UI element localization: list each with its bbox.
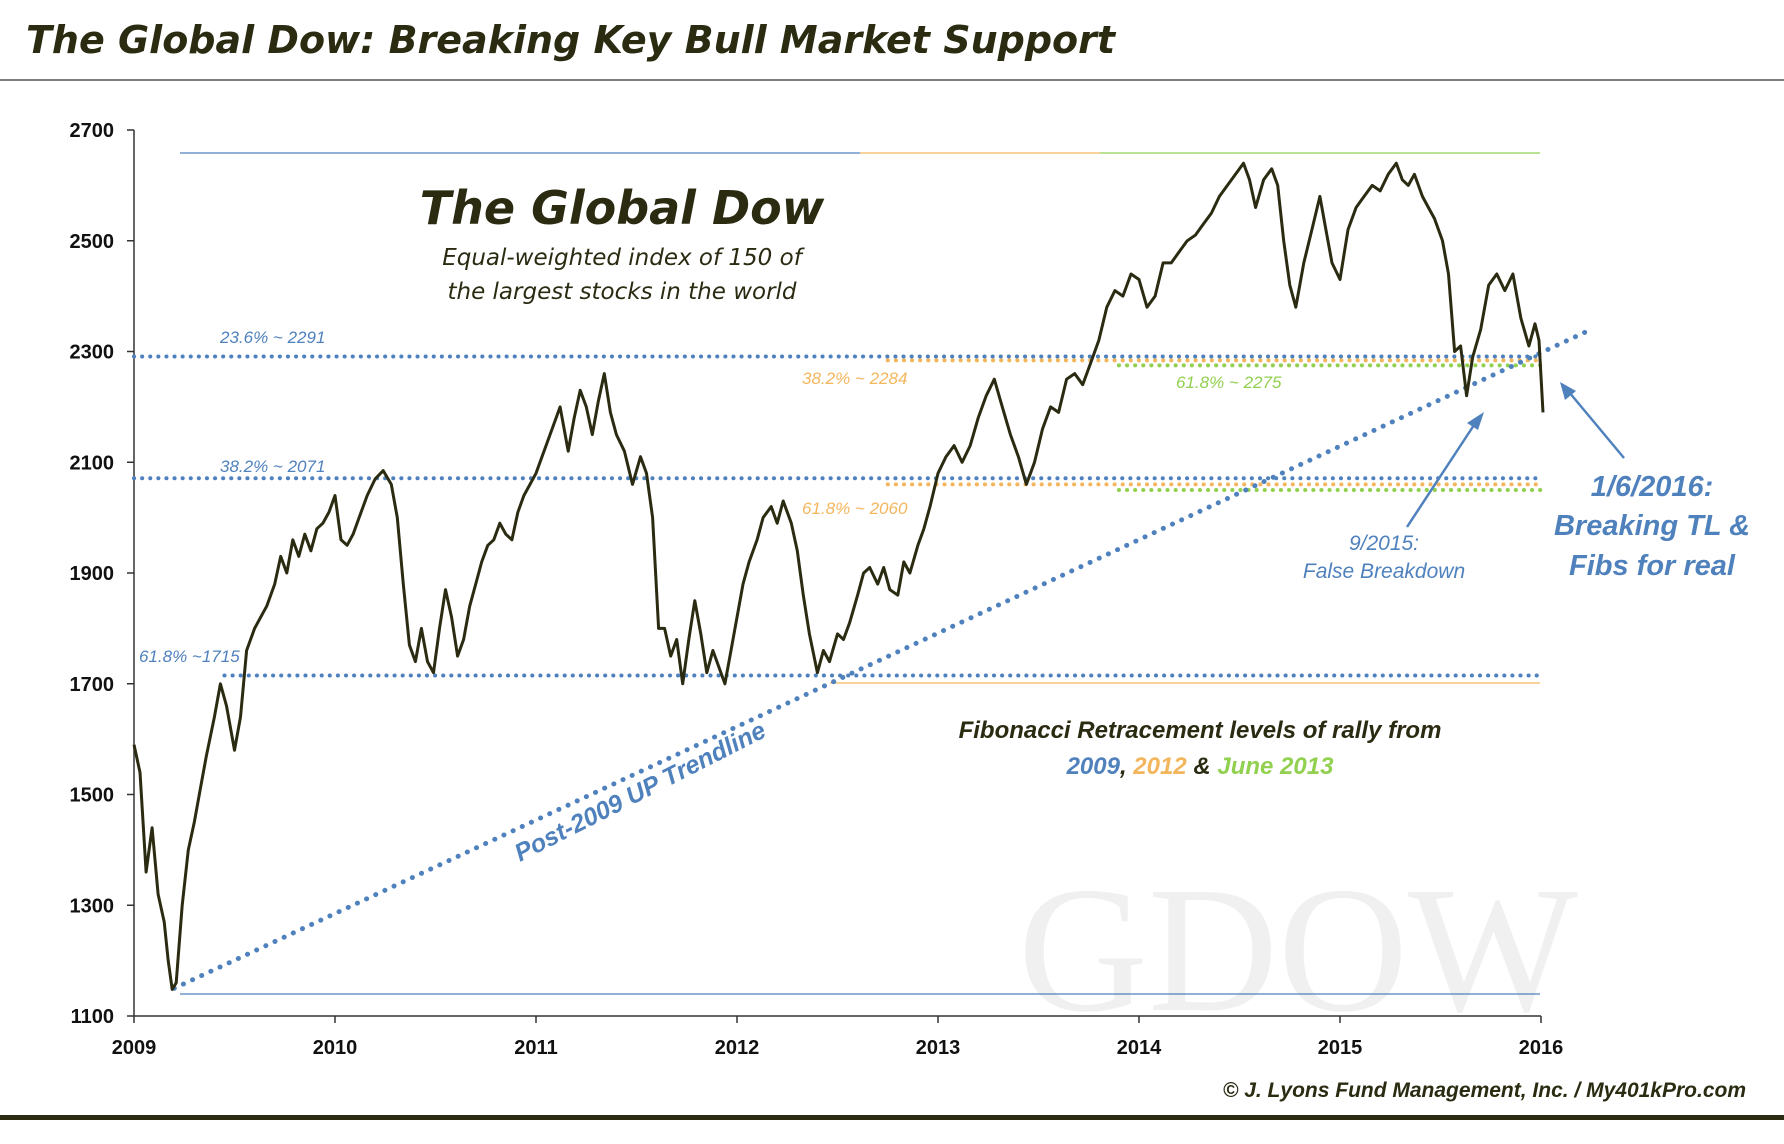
fib-label-2009-382: 38.2% ~ 2071 [220, 457, 325, 476]
page-title: The Global Dow: Breaking Key Bull Market… [26, 18, 1117, 62]
x-tick-label: 2010 [313, 1037, 358, 1059]
fib-caption-2012: 2012 [1132, 753, 1187, 780]
y-tick-label: 1100 [71, 1006, 114, 1028]
trendline-label: Post-2009 UP Trendline [510, 716, 770, 867]
post-2009-trendline [171, 326, 1594, 991]
fib-label-2009-236: 23.6% ~ 2291 [219, 328, 325, 347]
x-tick-label: 2016 [1519, 1037, 1564, 1059]
y-tick-label: 2100 [70, 452, 115, 474]
inset-title: The Global Dow [420, 181, 825, 235]
fib-caption-2013: June 2013 [1217, 753, 1334, 780]
annotation-false-line2: False Breakdown [1303, 560, 1465, 583]
x-axis-ticks: 2009 2010 2011 2012 2013 2014 2015 2016 [112, 1016, 1564, 1059]
x-tick-label: 2014 [1117, 1037, 1162, 1059]
x-tick-label: 2009 [112, 1037, 157, 1059]
y-tick-label: 1500 [70, 785, 115, 807]
annotation-break-line3: Fibs for real [1569, 550, 1736, 582]
x-tick-label: 2012 [715, 1037, 760, 1059]
fib-caption-2009: 2009 [1066, 753, 1121, 780]
annotation-false-line1: 9/2015: [1349, 532, 1419, 555]
fib-caption-line1: Fibonacci Retracement levels of rally fr… [959, 717, 1442, 744]
y-tick-label: 2500 [70, 231, 115, 253]
fib-label-2012-618: 61.8% ~ 2060 [802, 499, 908, 518]
series-line-global-dow [132, 161, 1545, 991]
arrow-false-breakdown [1405, 421, 1478, 528]
fib-caption-line2: 2009, 2012 & June 2013 [1066, 753, 1335, 780]
y-tick-label: 2700 [70, 120, 115, 142]
x-tick-label: 2013 [916, 1037, 961, 1059]
arrow-break-head [1560, 382, 1576, 400]
footer-rule [0, 1115, 1784, 1120]
fib-caption-sep1: , [1119, 753, 1133, 780]
fib-label-2013-618: 61.8% ~ 2275 [1176, 373, 1282, 392]
y-axis-ticks: 1100 1300 1500 1700 1900 2100 2300 2500 2700 [70, 120, 134, 1028]
inset-subtitle-1: Equal-weighted index of 150 of [442, 245, 805, 271]
x-tick-label: 2011 [514, 1037, 557, 1059]
fib-caption-sep2: & [1187, 753, 1218, 780]
arrow-break [1568, 391, 1625, 459]
y-tick-label: 1300 [70, 895, 115, 917]
inset-subtitle-2: the largest stocks in the world [447, 279, 796, 305]
y-tick-label: 1900 [70, 563, 115, 585]
watermark: GDOW [1018, 850, 1578, 1049]
annotation-break-line1: 1/6/2016: [1591, 471, 1714, 503]
y-tick-label: 1700 [70, 674, 115, 696]
y-tick-label: 2300 [70, 342, 115, 364]
arrow-false-breakdown-head [1467, 412, 1484, 430]
fib-label-2009-618: 61.8% ~1715 [139, 647, 240, 666]
annotation-break-line2: Breaking TL & [1554, 510, 1750, 542]
x-tick-label: 2015 [1318, 1037, 1363, 1059]
copyright: © J. Lyons Fund Management, Inc. / My401… [1223, 1079, 1746, 1102]
fib-label-2012-382: 38.2% ~ 2284 [802, 369, 907, 388]
fib-levels [132, 354, 1543, 678]
